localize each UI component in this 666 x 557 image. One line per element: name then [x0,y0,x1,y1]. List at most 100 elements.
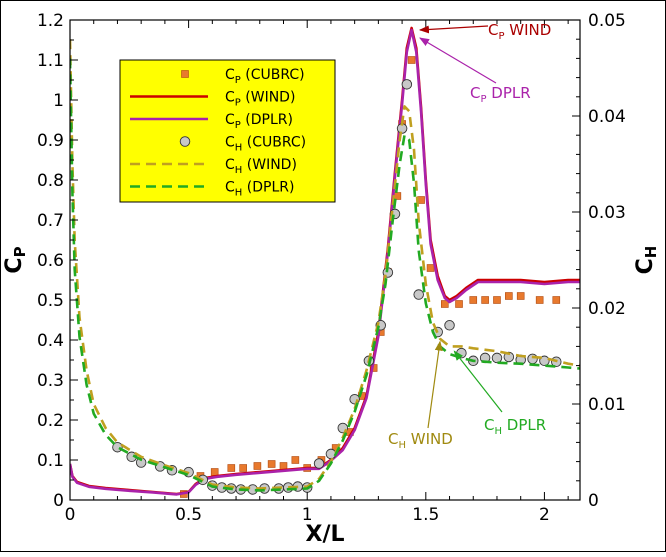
annotation-label-post: DPLR [487,84,531,102]
legend-entry-label-sub: P [235,75,241,86]
series-ch-cubrc-point [539,355,550,367]
series-ch-cubrc-point [491,352,503,364]
axes-layer: 0 0.5 1 1.5 2 0 0.1 0.2 0.3 0.4 0.5 0.6 0.7 0.8 0.9 1 1.… [2,11,660,547]
series-cp-cubrc-point [253,462,262,470]
legend-entry-label-sub: P [235,98,241,109]
series-ch-cubrc-point [313,458,325,469]
series-ch-cubrc-point [444,320,455,331]
annotation-label-post: WIND [505,21,552,39]
y-left-tick-label: 1.1 [37,51,64,71]
series-cp-cubrc-point [516,292,525,300]
annotation-label: CP DPLR [470,84,531,105]
y-left-tick-label: 0.7 [37,211,64,231]
series-cp-cubrc-point [239,464,247,472]
x-tick-label: 0.5 [175,505,202,525]
legend-entry-label: CP (DPLR) [225,112,293,131]
annotation-arrow [418,25,489,34]
annotation-label-sub: H [494,426,502,437]
series-ch-cubrc-point [527,353,538,365]
legend-entry-label-post: (DPLR) [241,112,293,128]
y-left-tick-label: 0 [53,491,64,511]
series-cp-cubrc-point [535,296,544,304]
series-cp-cubrc-point [227,464,236,472]
series-ch-cubrc-point [325,448,337,460]
series-cp-cubrc-point [267,460,276,468]
legend-entry-label-post: (CUBRC) [242,135,306,151]
annotation-label: CH DPLR [484,416,546,437]
x-tick-label: 1.5 [412,505,439,525]
legend-box [119,59,336,203]
legend-entry-label: CP (CUBRC) [225,67,305,86]
x-axis-title: X/L [305,522,344,547]
legend-entry-label: CH (DPLR) [225,180,294,199]
y-left-tick-label: 1.2 [37,11,64,31]
series-cp-cubrc-point [493,296,501,304]
legend-entry-label-sub: H [235,188,243,199]
legend-entry-label-pre: C [225,180,235,196]
y-right-axis-title-sub: H [642,246,660,259]
legend: CP (CUBRC)CP (WIND)CP (DPLR)CH (CUBRC)CH… [119,59,336,203]
y-left-axis-title-pre: C [2,257,27,273]
annotation-label: CP WIND [488,21,551,42]
series-ch-dplr-line [70,58,580,492]
series-cp-cubrc-point [440,300,449,308]
legend-entry-label-sub: P [235,120,241,131]
series-cp-cubrc-point [407,56,416,64]
series-cp-cubrc-point [426,264,435,272]
annotation-arrow [427,340,443,429]
legend-swatch-square [181,70,189,78]
annotation-label: CH WIND [388,430,453,451]
legend-entry-label: CH (WIND) [225,157,297,176]
series-cp-cubrc-point [455,300,463,308]
y-left-tick-label: 0.2 [37,411,64,431]
legend-swatch-circle [179,136,191,147]
series-cp-cubrc-point [210,468,219,476]
y-left-tick-label: 0.1 [37,451,64,471]
legend-entry-label-post: (WIND) [242,157,297,173]
y-left-tick-label: 0.9 [37,131,64,151]
x-tick-label: 1 [302,505,313,525]
series-ch-cubrc-point [413,289,424,300]
legend-entry-label-post: (WIND) [241,90,296,106]
series-cp-cubrc-point [552,296,561,304]
y-left-axis-title-sub: P [11,246,29,257]
annotation-label-sub: P [480,94,486,105]
series-ch-cubrc-point [503,351,515,363]
annotation-label-sub: H [398,440,406,451]
y-right-tick-label: 0.05 [588,11,626,31]
y-left-tick-label: 0.8 [37,171,64,191]
y-right-tick-label: 0 [588,491,599,511]
legend-entry-label-post: (DPLR) [242,180,294,196]
series-cp-cubrc-point [279,462,288,470]
legend-entry-label: CH (CUBRC) [225,135,306,154]
annotation-label-sub: P [498,31,504,42]
y-right-tick-label: 0.04 [588,107,626,127]
annotation-label-pre: C [484,416,494,434]
annotation-label-post: WIND [406,430,453,448]
series-cp-cubrc-point [481,296,489,304]
series-ch-cubrc-point [401,79,413,90]
legend-entry-label-pre: C [225,135,235,151]
legend-entry-label-sub: H [235,165,243,176]
y-right-tick-label: 0.03 [588,203,626,223]
y-right-axis-title: CH [633,246,660,275]
legend-entry-label: CP (WIND) [225,90,295,109]
series-cp-cubrc-point [291,456,300,464]
x-tick-label: 0 [65,505,76,525]
y-left-tick-label: 1 [53,91,64,111]
series-cp-cubrc-point [469,296,478,304]
series-cp-cubrc-point [505,292,513,300]
legend-entry-label-pre: C [225,157,235,173]
annotation-label-pre: C [488,21,498,39]
annotation-arrow [453,350,503,413]
y-right-axis-title-pre: C [633,258,658,274]
x-tick-label: 2 [539,505,550,525]
y-left-axis-title: CP [2,246,29,273]
legend-entry-label-pre: C [225,67,235,83]
y-left-tick-label: 0.4 [37,331,64,351]
series-ch-cubrc-point [349,393,360,405]
legend-entry-label-pre: C [225,90,235,106]
